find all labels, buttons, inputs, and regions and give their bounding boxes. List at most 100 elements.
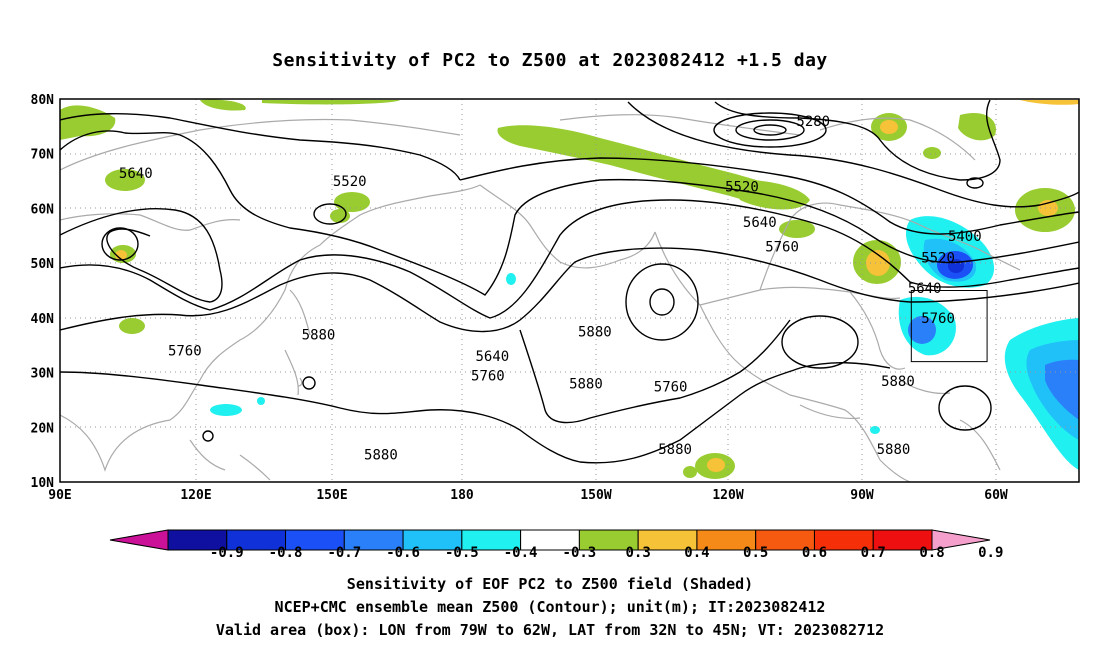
contour-5640 bbox=[60, 208, 223, 303]
contour-5880 bbox=[60, 362, 891, 464]
contour-label: 5880 bbox=[569, 377, 603, 393]
contour-label: 5880 bbox=[631, 497, 665, 513]
contour-label: 5880 bbox=[364, 448, 398, 464]
colorbar-label: -0.6 bbox=[386, 545, 420, 561]
colorbar: -0.9 -0.8 -0.7 -0.6 -0.5 -0.4 -0.3 0.3 0.4 0.5 0.6… bbox=[109, 529, 1003, 561]
colorbar-max-triangle bbox=[931, 529, 991, 551]
contour-label: 5640 bbox=[119, 166, 153, 182]
colorbar-label: 0.8 bbox=[919, 545, 944, 561]
contour-label: 5760 bbox=[471, 368, 505, 384]
lat-tick-label: 60N bbox=[31, 202, 55, 217]
contour-label: 5640 bbox=[743, 215, 777, 231]
positive-shading bbox=[497, 125, 800, 206]
contour-5760 bbox=[625, 263, 699, 341]
valid-area-box bbox=[910, 290, 988, 363]
lat-tick-label: 70N bbox=[31, 148, 55, 163]
contour-5760 bbox=[649, 288, 675, 316]
positive-shading bbox=[923, 147, 941, 159]
negative-shading-layer bbox=[210, 216, 1079, 470]
plot-frame bbox=[59, 98, 1080, 483]
contour-5640 bbox=[60, 130, 1079, 296]
contour-5280 bbox=[735, 119, 805, 141]
contour-labels: 5640 5520 5280 5520 5640 5760 5400 5520 5640 5760… bbox=[119, 114, 982, 513]
lon-tick-label: 90E bbox=[48, 488, 71, 503]
contour-5880 bbox=[519, 319, 791, 424]
shading-layer bbox=[60, 99, 1079, 479]
colorbar-label: 0.6 bbox=[802, 545, 827, 561]
contour-5280 bbox=[753, 124, 787, 136]
colorbar-label: -0.4 bbox=[504, 545, 538, 561]
footer-line-2: NCEP+CMC ensemble mean Z500 (Contour); u… bbox=[274, 598, 826, 616]
colorbar-label: -0.5 bbox=[445, 545, 479, 561]
contour-5880 bbox=[781, 315, 859, 369]
contour-label: 5280 bbox=[796, 114, 830, 130]
lon-tick-label: 150W bbox=[580, 488, 611, 503]
negative-shading bbox=[870, 426, 880, 434]
positive-shading bbox=[262, 100, 400, 105]
contour-label-bg bbox=[626, 495, 670, 511]
contour-label: 5400 bbox=[948, 229, 982, 245]
contour-5400 bbox=[966, 177, 984, 189]
positive-shading bbox=[779, 220, 815, 238]
lon-tick-label: 150E bbox=[316, 488, 347, 503]
positive-shading bbox=[958, 112, 996, 141]
colorbar-label: 0.3 bbox=[626, 545, 651, 561]
contour-5880 bbox=[202, 430, 214, 442]
positive-shading bbox=[105, 169, 145, 191]
contour-5880 bbox=[938, 385, 992, 431]
contour-label: 5520 bbox=[921, 251, 955, 267]
colorbar-label: -0.3 bbox=[563, 545, 597, 561]
contour-5400 bbox=[714, 99, 1001, 181]
lon-tick-label: 180 bbox=[450, 488, 474, 503]
positive-shading bbox=[730, 179, 810, 210]
contour-label: 5880 bbox=[302, 327, 336, 343]
positive-shading bbox=[119, 318, 145, 334]
positive-shading bbox=[880, 120, 898, 134]
positive-shading bbox=[866, 250, 890, 276]
contour-5400 bbox=[627, 101, 1079, 208]
contour-5640 bbox=[101, 227, 139, 261]
longitude-labels: 90E 120E 150E 180 150W 120W 90W 60W bbox=[48, 488, 1008, 503]
colorbar-label: 0.4 bbox=[684, 545, 709, 561]
contour-label: 5880 bbox=[658, 442, 692, 458]
colorbar-min-triangle bbox=[109, 529, 169, 551]
colorbar-label: 0.9 bbox=[978, 545, 1003, 561]
positive-shading bbox=[330, 209, 350, 223]
lat-tick-label: 20N bbox=[31, 421, 55, 436]
lat-tick-label: 40N bbox=[31, 312, 55, 327]
negative-shading bbox=[210, 404, 242, 416]
colorbar-label: 0.7 bbox=[861, 545, 886, 561]
contour-label: 5520 bbox=[333, 174, 367, 190]
contour-label: 5520 bbox=[725, 180, 759, 196]
negative-shading bbox=[506, 273, 516, 285]
contour-5520 bbox=[60, 113, 1079, 235]
contour-label: 5880 bbox=[578, 325, 612, 341]
positive-shading bbox=[200, 99, 246, 111]
lon-tick-label: 60W bbox=[984, 488, 1008, 503]
colorbar-label: 0.5 bbox=[743, 545, 768, 561]
contour-label: 5880 bbox=[877, 442, 911, 458]
contour-label: 5760 bbox=[921, 311, 955, 327]
footer-line-3: Valid area (box): LON from 79W to 62W, L… bbox=[215, 621, 885, 639]
lon-tick-label: 90W bbox=[850, 488, 874, 503]
contour-label: 5880 bbox=[881, 374, 915, 390]
positive-shading bbox=[1020, 100, 1079, 105]
negative-shading bbox=[257, 397, 265, 405]
colorbar-label: -0.7 bbox=[327, 545, 361, 561]
positive-shading bbox=[334, 192, 370, 212]
lat-tick-label: 10N bbox=[31, 476, 55, 491]
map-title: Sensitivity of PC2 to Z500 at 2023082412… bbox=[272, 50, 828, 71]
contour-label: 5760 bbox=[654, 379, 688, 395]
negative-shading bbox=[908, 316, 936, 344]
positive-shading bbox=[707, 458, 725, 472]
lat-tick-label: 30N bbox=[31, 367, 55, 382]
colorbar-label: -0.9 bbox=[210, 545, 244, 561]
lat-tick-label: 80N bbox=[31, 93, 55, 108]
colorbar-label: -0.8 bbox=[269, 545, 303, 561]
contour-5880 bbox=[60, 247, 1079, 333]
contour-label: 5760 bbox=[765, 240, 799, 256]
contour-5880 bbox=[302, 376, 316, 390]
contour-label: 5640 bbox=[908, 281, 942, 297]
positive-shading bbox=[683, 466, 697, 478]
